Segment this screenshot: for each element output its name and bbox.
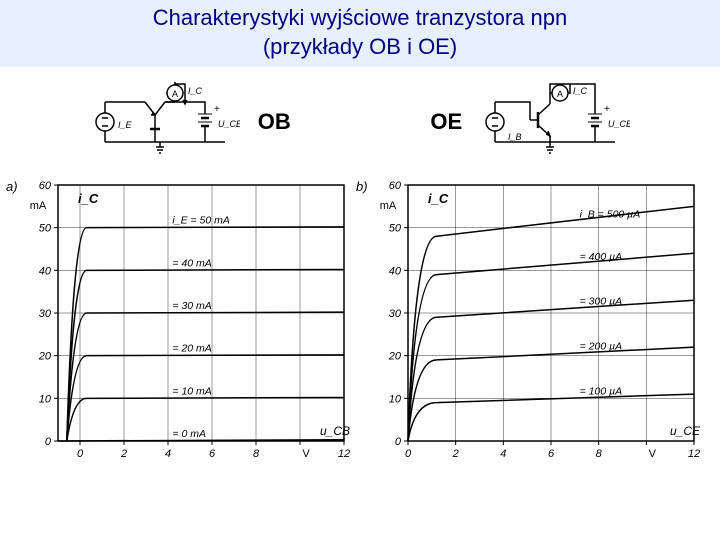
chart-ob: 0 2 4 6 8 12 V 0 10 20 30 40 50 60 mA i_C u_CB i_E = 50 m… (20, 175, 350, 465)
ammeter-label-oe: A (557, 89, 563, 99)
svg-text:u_CB: u_CB (320, 424, 350, 438)
svg-text:= 20 mA: = 20 mA (172, 343, 211, 355)
svg-text:40: 40 (39, 266, 52, 278)
circuits-row: I_E A I_C (20, 77, 700, 167)
circuit-ob-diagram: I_E A I_C (90, 82, 240, 162)
svg-text:mA: mA (30, 200, 47, 212)
ic-label: I_C (188, 86, 203, 96)
svg-text:2: 2 (452, 448, 459, 460)
chart-oe: 0 2 4 6 8 12 V 0 10 20 30 40 50 60 mA i_C u_CE i_B = 500 … (370, 175, 700, 465)
svg-text:V: V (302, 448, 310, 460)
ammeter-label: A (172, 89, 178, 99)
svg-text:i_B = 500 µA: i_B = 500 µA (580, 208, 641, 220)
svg-text:60: 60 (39, 180, 52, 192)
svg-text:u_CE: u_CE (670, 424, 700, 438)
svg-text:mA: mA (380, 200, 397, 212)
svg-text:2: 2 (120, 448, 127, 460)
svg-text:0: 0 (45, 436, 52, 448)
svg-text:0: 0 (77, 448, 84, 460)
chart-ob-box: a) 0246812V0102030405060mAi_Cu_CBi_E = 5… (20, 175, 350, 470)
svg-text:50: 50 (389, 223, 402, 235)
svg-text:6: 6 (548, 448, 555, 460)
svg-text:4: 4 (165, 448, 171, 460)
svg-text:10: 10 (39, 394, 52, 406)
circuit-ob-cell: I_E A I_C (90, 82, 291, 162)
ucb-label: U_CB (218, 119, 240, 129)
svg-text:12: 12 (338, 448, 350, 460)
ib-label: I_B (508, 132, 522, 142)
svg-text:0: 0 (395, 436, 402, 448)
svg-text:8: 8 (253, 448, 260, 460)
svg-text:4: 4 (500, 448, 506, 460)
title-line-1: Charakterystyki wyjściowe tranzystora np… (0, 4, 720, 33)
svg-text:10: 10 (389, 394, 402, 406)
svg-text:6: 6 (209, 448, 216, 460)
svg-text:8: 8 (596, 448, 603, 460)
oe-label: OE (430, 109, 462, 135)
title-band: Charakterystyki wyjściowe tranzystora np… (0, 0, 720, 67)
svg-text:= 400 µA: = 400 µA (580, 251, 623, 263)
svg-text:30: 30 (39, 308, 52, 320)
svg-text:60: 60 (389, 180, 402, 192)
svg-text:= 10 mA: = 10 mA (172, 386, 211, 398)
svg-text:0: 0 (405, 448, 412, 460)
svg-text:40: 40 (389, 266, 402, 278)
ie-label: I_E (118, 120, 133, 130)
ob-label: OB (258, 109, 291, 135)
svg-text:20: 20 (38, 351, 52, 363)
uce-label: U_CE (608, 119, 630, 129)
charts-row: a) 0246812V0102030405060mAi_Cu_CBi_E = 5… (20, 175, 700, 470)
svg-text:= 300 µA: = 300 µA (580, 296, 623, 308)
svg-text:= 0 mA: = 0 mA (172, 428, 206, 440)
plus-label: + (214, 104, 220, 115)
svg-text:= 100 µA: = 100 µA (580, 386, 623, 398)
svg-text:30: 30 (389, 308, 402, 320)
svg-text:= 40 mA: = 40 mA (172, 258, 211, 270)
svg-text:= 200 µA: = 200 µA (580, 341, 623, 353)
ic-label-oe: I_C (573, 86, 588, 96)
svg-text:= 30 mA: = 30 mA (172, 300, 211, 312)
chart-oe-sidelabel: b) (356, 179, 368, 194)
svg-text:20: 20 (388, 351, 402, 363)
circuit-oe-diagram: I_B A I_C (480, 82, 630, 162)
title-line-2: (przykłady OB i OE) (0, 33, 720, 62)
plus-label-oe: + (604, 104, 610, 115)
svg-text:V: V (649, 448, 657, 460)
circuit-oe-cell: OE I_B (430, 82, 630, 162)
svg-text:i_E = 50 mA: i_E = 50 mA (172, 215, 230, 227)
chart-oe-box: b) 0246812V0102030405060mAi_Cu_CEi_B = 5… (370, 175, 700, 470)
svg-text:50: 50 (39, 223, 52, 235)
chart-ob-sidelabel: a) (6, 179, 18, 194)
svg-text:i_C: i_C (428, 191, 449, 206)
content-area: I_E A I_C (0, 67, 720, 470)
svg-text:i_C: i_C (78, 191, 99, 206)
svg-text:12: 12 (688, 448, 700, 460)
